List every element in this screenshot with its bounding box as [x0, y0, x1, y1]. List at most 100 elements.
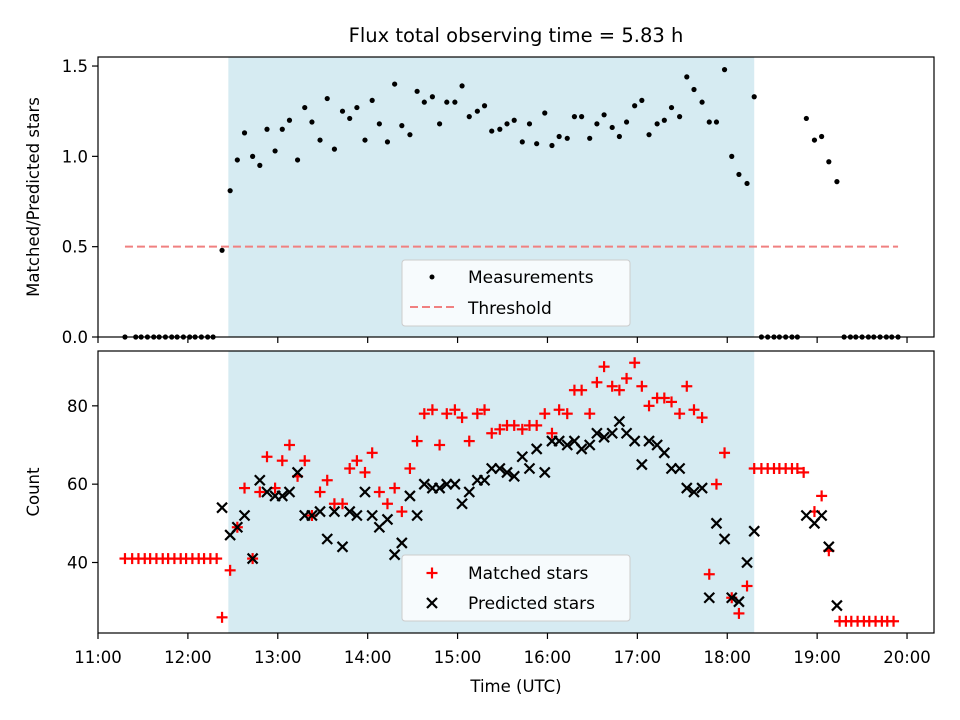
predicted-star-point	[254, 474, 266, 487]
matched-star-point	[613, 384, 625, 396]
matched-star-point	[418, 408, 430, 420]
measurement-point	[392, 81, 398, 87]
predicted-star-point	[411, 509, 423, 522]
matched-star-point	[276, 455, 288, 467]
predicted-star-point	[449, 478, 461, 490]
predicted-star-point	[306, 509, 318, 522]
predicted-star-point	[523, 462, 536, 475]
matched-star-point	[798, 466, 810, 478]
x-tick-label: 18:00	[703, 648, 751, 667]
measurement-point	[677, 114, 683, 120]
y-tick-label: 0.0	[62, 328, 88, 347]
predicted-star-point	[561, 439, 574, 451]
top-axes-frame	[97, 56, 935, 338]
predicted-star-point	[238, 509, 251, 522]
matched-star-point	[539, 408, 551, 420]
measurement-point	[384, 139, 391, 145]
measurement-point	[579, 114, 585, 120]
legend-predicted-marker	[426, 597, 438, 609]
matched-star-point	[211, 553, 223, 565]
matched-star-point	[261, 451, 273, 463]
bottom-axes-frame	[97, 350, 935, 634]
matched-star-point	[816, 490, 828, 502]
predicted-star-point	[530, 443, 543, 455]
matched-star-point	[546, 427, 558, 439]
matched-star-point	[411, 435, 423, 447]
predicted-star-point	[494, 462, 506, 475]
measurement-point	[497, 126, 503, 132]
x-tick-label: 16:00	[524, 648, 572, 667]
legend-predicted-label: Predicted stars	[468, 594, 595, 614]
measurement-point	[489, 128, 495, 134]
matched-star-point	[389, 482, 401, 494]
measurement-point	[504, 121, 510, 127]
measurement-point	[444, 99, 450, 105]
measurement-point	[549, 142, 555, 149]
measurement-point	[654, 121, 660, 127]
matched-star-point	[681, 380, 693, 392]
top-panel: 0.0 0.5 1.0 1.5 Matched/Predicted stars Mea…	[24, 56, 935, 347]
measurement-point	[609, 124, 615, 131]
predicted-star-point	[725, 591, 738, 604]
predicted-star-point	[351, 509, 363, 522]
measurement-point	[699, 99, 705, 105]
measurement-point	[317, 137, 323, 143]
predicted-star-point	[741, 556, 753, 569]
matched-star-point	[337, 498, 349, 510]
bottom-data-points	[119, 357, 900, 627]
predicted-star-point	[216, 501, 228, 514]
matched-star-point	[396, 506, 408, 518]
measurement-point	[803, 115, 809, 122]
measurement-point	[721, 67, 728, 73]
x-tick-label: 17:00	[614, 648, 662, 667]
measurement-point	[519, 139, 525, 145]
bottom-x-ticks: 11:00 12:00 13:00 14:00 15:00 16:00 17:00 18:00…	[74, 633, 931, 667]
measurement-point	[661, 117, 667, 123]
matched-star-point	[598, 361, 610, 373]
predicted-star-point	[658, 447, 671, 459]
top-legend-box	[401, 259, 631, 327]
measurement-point	[272, 148, 278, 154]
matched-star-point	[486, 427, 498, 439]
predicted-star-point	[433, 482, 446, 494]
measurement-point	[706, 119, 712, 125]
matched-star-point	[531, 419, 543, 431]
measurement-point	[684, 74, 690, 80]
measurement-point	[376, 121, 382, 127]
measurement-point	[819, 133, 825, 140]
predicted-star-point	[575, 443, 588, 455]
measurement-point	[534, 141, 540, 147]
predicted-star-point	[516, 450, 529, 463]
predicted-star-point	[463, 486, 476, 498]
matched-star-point	[359, 466, 371, 478]
matched-star-point	[299, 455, 311, 467]
measurement-point	[354, 104, 360, 111]
bottom-y-axis-label: Count	[24, 467, 43, 517]
matched-star-point	[471, 408, 483, 420]
measurement-point	[362, 137, 368, 143]
measurement-point	[466, 114, 472, 120]
measurement-point	[414, 88, 420, 94]
matched-star-point	[741, 580, 753, 592]
legend-predicted-x	[426, 597, 438, 609]
x-tick-label: 19:00	[793, 648, 841, 667]
predicted-star-point	[261, 486, 273, 498]
matched-star-point	[888, 615, 900, 627]
measurement-point	[309, 119, 315, 125]
matched-star-point	[434, 439, 446, 451]
matched-star-point	[449, 404, 461, 416]
predicted-star-point	[710, 517, 723, 530]
measurement-point	[729, 153, 735, 159]
measurement-point	[594, 121, 600, 127]
predicted-star-point	[538, 466, 551, 479]
matched-star-point	[636, 380, 648, 392]
measurement-point	[436, 121, 443, 127]
matched-star-point	[373, 486, 385, 498]
matched-star-point	[516, 423, 528, 435]
measurement-point	[571, 114, 578, 120]
measurement-point	[421, 99, 427, 105]
matched-star-point	[216, 611, 228, 623]
legend-measurement-marker	[429, 274, 435, 280]
measurement-point	[811, 137, 818, 143]
predicted-star-point	[336, 541, 349, 553]
